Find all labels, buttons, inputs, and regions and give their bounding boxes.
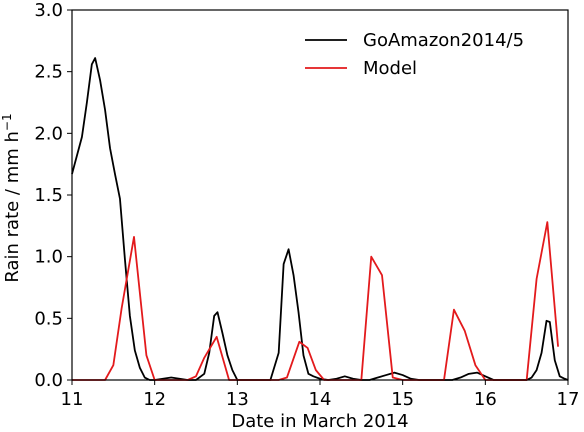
x-axis-ticks: 11 12 13 14 15 16 17 <box>61 380 580 410</box>
x-tick-label: 17 <box>557 389 580 410</box>
x-axis-label: Date in March 2014 <box>231 411 408 432</box>
plot-frame <box>71 9 569 381</box>
y-tick-label: 1.5 <box>34 185 63 206</box>
y-tick-label: 2.0 <box>34 123 63 144</box>
legend-entry: Model <box>363 58 417 79</box>
series-line-0 <box>71 57 569 381</box>
x-tick-label: 16 <box>474 389 497 410</box>
y-tick-label: 2.5 <box>34 62 63 83</box>
y-axis-ticks: 0.0 0.5 1.0 1.5 2.0 2.5 3.0 <box>34 0 72 391</box>
y-tick-label: 0.5 <box>34 308 63 329</box>
y-axis-label: Rain rate / mm h−1 <box>0 113 23 282</box>
legend-entry: GoAmazon2014/5 <box>363 30 524 51</box>
series-lines <box>71 57 569 381</box>
y-tick-label: 3.0 <box>34 0 63 21</box>
y-tick-label: 1.0 <box>34 247 63 268</box>
series-line-1 <box>72 221 559 381</box>
x-tick-label: 12 <box>143 389 166 410</box>
y-axis-label-exponent: −1 <box>0 113 14 131</box>
x-tick-label: 14 <box>309 389 332 410</box>
x-tick-label: 15 <box>391 389 414 410</box>
y-axis-label-text: Rain rate / mm h <box>2 131 23 283</box>
y-tick-label: 0.0 <box>34 370 63 391</box>
x-tick-label: 11 <box>61 389 84 410</box>
x-tick-label: 13 <box>226 389 249 410</box>
legend: GoAmazon2014/5 Model <box>305 30 524 79</box>
